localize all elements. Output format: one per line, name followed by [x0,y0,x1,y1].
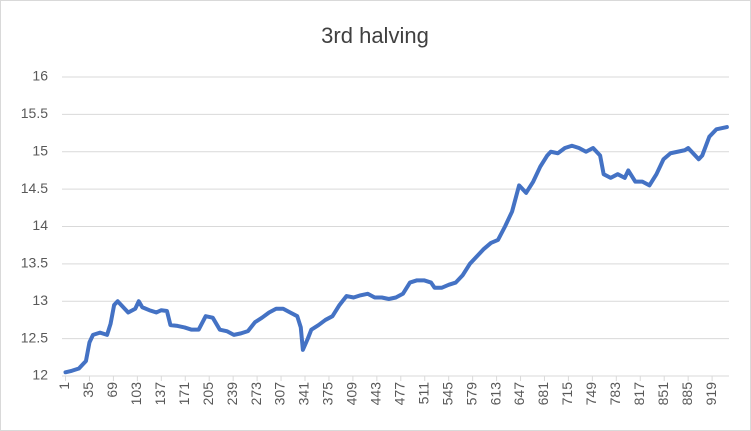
x-tick-label: 477 [391,382,407,406]
x-tick-label: 885 [679,382,695,406]
x-tick-label: 749 [583,382,599,406]
y-tick-label: 14.5 [21,180,48,196]
x-tick-label: 1 [56,382,72,390]
x-tick-label: 171 [176,382,192,406]
y-tick-label: 16 [32,68,48,84]
x-tick-label: 137 [152,382,168,406]
x-tick-label: 375 [320,382,336,406]
x-tick-label: 69 [104,382,120,398]
x-tick-label: 851 [655,382,671,406]
x-tick-label: 715 [559,382,575,406]
x-tick-label: 647 [511,382,527,406]
y-tick-label: 15.5 [21,105,48,121]
x-tick-label: 919 [703,382,719,406]
y-tick-label: 12.5 [21,329,48,345]
x-tick-label: 681 [535,382,551,406]
x-tick-label: 205 [200,382,216,406]
x-tick-label: 239 [224,382,240,406]
y-tick-label: 15 [32,142,48,158]
data-line [63,125,729,375]
x-tick-label: 579 [463,382,479,406]
x-tick-label: 613 [487,382,503,406]
x-tick-label: 35 [80,382,96,398]
y-tick-label: 13.5 [21,255,48,271]
x-tick-label: 443 [368,382,384,406]
x-tick-label: 409 [344,382,360,406]
x-tick-label: 511 [415,382,431,405]
x-tick-label: 307 [272,382,288,406]
y-tick-label: 13 [32,292,48,308]
x-tick-label: 341 [296,382,312,406]
x-tick-label: 103 [128,382,144,406]
x-tick-label: 273 [248,382,264,406]
x-tick-label: 817 [631,382,647,406]
x-tick-label: 545 [439,382,455,406]
y-tick-label: 14 [32,217,48,233]
x-tick-label: 783 [607,382,623,406]
chart-title: 3rd halving [321,23,429,48]
y-tick-label: 12 [32,367,48,383]
